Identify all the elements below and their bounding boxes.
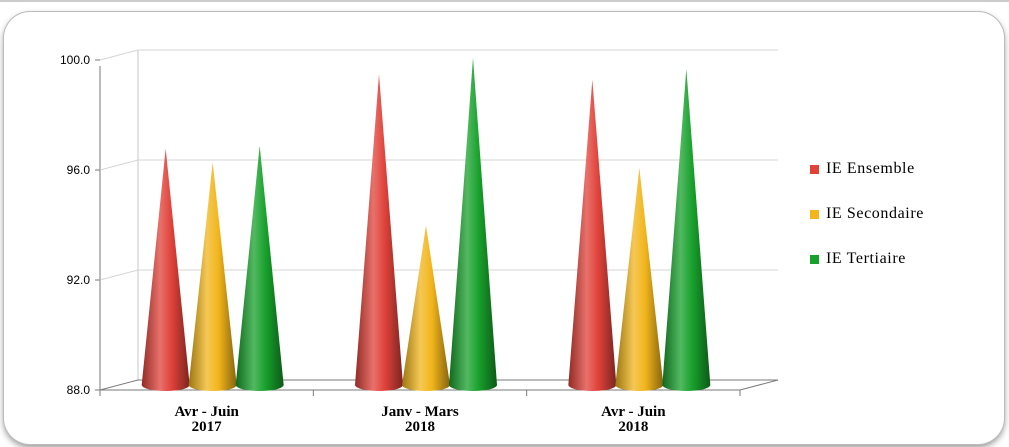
cone-body <box>141 148 190 392</box>
data-marks <box>141 57 711 392</box>
y-axis-ticks: 88.0 92.0 96.0 100.0 <box>60 53 100 397</box>
cone-body <box>568 79 617 392</box>
cone-ie-ensemble <box>355 74 403 391</box>
cone-ie-tertiaire <box>662 68 711 392</box>
cone-ie-ensemble <box>568 79 617 392</box>
y-tick-label: 96.0 <box>67 163 91 177</box>
x-category-label: Janv - Mars <box>381 404 459 420</box>
cone-ie-secondaire <box>188 162 237 392</box>
legend-label: IE Tertiaire <box>826 250 906 267</box>
gridline-diagonal <box>99 269 139 281</box>
y-tick-label: 92.0 <box>67 273 91 287</box>
cone-body <box>235 145 284 392</box>
x-category-label: 2018 <box>618 419 648 435</box>
legend-swatch <box>810 209 819 219</box>
cone-body <box>355 74 403 391</box>
legend-swatch <box>810 254 819 264</box>
gridline-diagonal <box>99 159 139 171</box>
cone-ie-secondaire <box>615 167 664 392</box>
gridlines <box>99 49 778 281</box>
cone-body <box>662 68 711 392</box>
cone-body <box>449 57 497 391</box>
legend-item-ie-secondaire: IE Secondaire <box>810 203 924 225</box>
x-category-label: Avr - Juin <box>174 404 239 420</box>
y-tick-label: 100.0 <box>60 53 90 67</box>
top-border-line <box>0 0 1009 2</box>
legend-item-ie-tertiaire: IE Tertiaire <box>810 248 924 270</box>
cone-body <box>615 167 664 392</box>
legend: IE Ensemble IE Secondaire IE Tertiaire <box>810 158 924 293</box>
legend-swatch <box>810 164 819 174</box>
legend-label: IE Ensemble <box>826 160 915 177</box>
cone-ie-ensemble <box>141 148 190 392</box>
cone-ie-tertiaire <box>449 57 497 391</box>
x-category-label: Avr - Juin <box>601 404 666 420</box>
legend-item-ie-ensemble: IE Ensemble <box>810 158 924 180</box>
cone-ie-tertiaire <box>235 145 284 392</box>
x-category-label: 2018 <box>405 419 435 435</box>
cone-body <box>188 162 237 392</box>
x-category-label: 2017 <box>192 419 223 435</box>
y-tick-label: 88.0 <box>67 383 91 397</box>
legend-label: IE Secondaire <box>826 205 924 222</box>
cone-ie-secondaire <box>402 225 450 391</box>
gridline-diagonal <box>99 49 139 61</box>
cone-body <box>402 225 450 391</box>
